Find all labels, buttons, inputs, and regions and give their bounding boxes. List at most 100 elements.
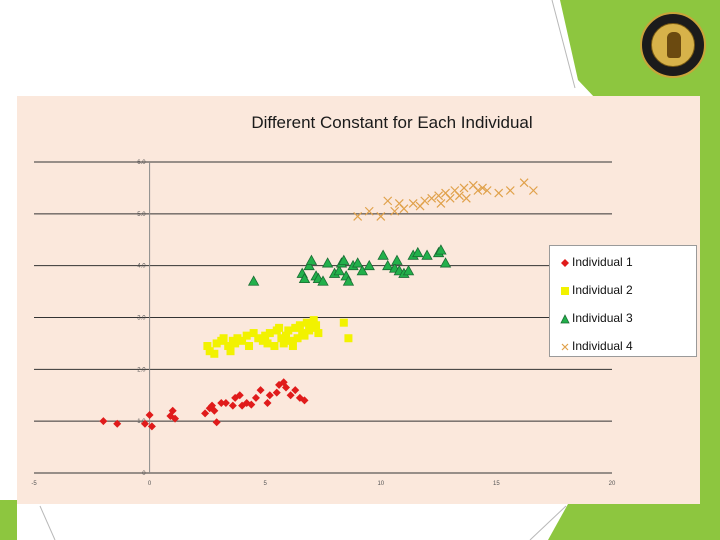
data-point-individual-1 <box>282 383 291 392</box>
data-point-individual-1 <box>113 419 122 428</box>
data-point-individual-4 <box>494 188 504 198</box>
data-point-individual-1 <box>228 401 237 410</box>
data-point-individual-3 <box>435 244 447 255</box>
data-point-individual-1 <box>256 386 265 395</box>
data-point-individual-3 <box>402 265 415 276</box>
data-point-individual-2 <box>242 331 251 340</box>
data-point-individual-4 <box>459 183 469 193</box>
data-point-individual-2 <box>224 342 233 351</box>
cross-stroke <box>528 186 538 195</box>
data-point-individual-3 <box>333 265 345 276</box>
data-point-individual-3 <box>342 275 355 286</box>
cross-stroke <box>445 193 455 203</box>
data-point-individual-1 <box>291 386 300 395</box>
data-point-individual-2 <box>277 334 286 343</box>
data-point-individual-2 <box>205 347 214 356</box>
cross-stroke <box>468 180 478 190</box>
cross-stroke <box>364 206 374 216</box>
data-point-individual-2 <box>263 339 272 348</box>
data-point-individual-3 <box>298 272 311 284</box>
data-point-individual-4 <box>454 191 464 201</box>
data-point-individual-2 <box>339 318 348 327</box>
data-point-individual-1 <box>168 406 177 415</box>
legend-item-individual-2: Individual 2 <box>560 281 633 299</box>
data-point-individual-2 <box>254 334 263 343</box>
data-point-individual-4 <box>528 186 538 195</box>
seal-center <box>651 23 695 67</box>
cross-stroke <box>505 186 515 195</box>
data-point-individual-3 <box>317 275 329 286</box>
x-tick-label: 15 <box>493 481 500 487</box>
legend-marker-diamond-icon <box>561 258 569 267</box>
data-point-individual-4 <box>390 206 400 216</box>
data-point-individual-3 <box>305 254 318 265</box>
data-point-individual-2 <box>212 339 221 348</box>
data-point-individual-2 <box>231 339 240 348</box>
data-point-individual-2 <box>309 316 318 325</box>
data-point-individual-2 <box>282 331 291 340</box>
data-point-individual-1 <box>235 391 244 400</box>
cross-stroke <box>461 193 471 203</box>
cross-stroke <box>420 196 430 206</box>
data-point-individual-3 <box>439 257 452 268</box>
data-point-individual-2 <box>275 323 284 332</box>
x-tick-label: 10 <box>377 481 384 487</box>
data-point-individual-2 <box>279 339 288 348</box>
data-point-individual-1 <box>171 414 180 423</box>
y-tick-label: 4.0 <box>137 264 146 270</box>
x-tick-label: 5 <box>264 481 268 487</box>
data-point-individual-1 <box>99 417 108 426</box>
legend-marker-square-icon <box>561 286 569 295</box>
data-point-individual-1 <box>212 418 221 427</box>
legend-item-individual-4: Individual 4 <box>560 337 633 355</box>
accent-shape-right-edge <box>700 96 720 540</box>
data-point-individual-4 <box>505 186 515 195</box>
data-point-individual-4 <box>478 183 487 193</box>
x-tick-label: -5 <box>31 481 37 487</box>
data-point-individual-4 <box>383 196 393 206</box>
data-point-individual-3 <box>356 265 368 276</box>
data-point-individual-3 <box>391 254 403 265</box>
y-tick-label: 6.0 <box>137 160 146 166</box>
data-point-individual-2 <box>203 342 212 351</box>
cross-stroke <box>390 206 400 216</box>
cross-stroke <box>394 199 404 208</box>
data-point-individual-2 <box>288 342 297 351</box>
data-point-individual-4 <box>434 191 444 201</box>
data-point-individual-3 <box>412 246 424 258</box>
cross-stroke <box>427 193 437 203</box>
data-point-individual-2 <box>270 342 279 351</box>
data-point-individual-2 <box>302 318 311 327</box>
cross-stroke <box>441 188 450 198</box>
data-point-individual-3 <box>363 259 375 271</box>
data-point-individual-1 <box>210 406 219 415</box>
data-point-individual-3 <box>377 249 389 260</box>
accent-line-bottom <box>39 505 56 540</box>
cross-stroke <box>473 186 483 195</box>
data-point-individual-1 <box>263 399 272 408</box>
cross-stroke <box>399 204 409 214</box>
data-point-individual-3 <box>321 257 334 268</box>
data-point-individual-2 <box>258 336 267 345</box>
legend-marker-triangle-icon <box>560 313 570 324</box>
data-point-individual-4 <box>364 206 374 216</box>
data-point-individual-1 <box>221 399 230 408</box>
cross-stroke <box>383 196 393 206</box>
data-point-individual-1 <box>217 399 226 408</box>
legend-marker-cross-icon <box>561 343 569 351</box>
legend-label: Individual 4 <box>572 339 633 353</box>
data-point-individual-2 <box>312 321 321 330</box>
data-point-individual-3 <box>338 254 350 265</box>
data-point-individual-1 <box>201 409 210 418</box>
data-point-individual-3 <box>421 249 433 260</box>
data-point-individual-4 <box>420 196 430 206</box>
cross-stroke <box>436 199 446 208</box>
y-tick-label: 0 <box>142 471 146 477</box>
data-point-individual-1 <box>251 393 260 402</box>
data-point-individual-2 <box>300 331 309 340</box>
data-point-individual-4 <box>399 204 409 214</box>
x-tick-label: 20 <box>609 481 616 487</box>
chart-title: Different Constant for Each Individual <box>251 113 533 132</box>
data-point-individual-4 <box>445 193 455 203</box>
data-point-individual-2 <box>314 329 323 338</box>
